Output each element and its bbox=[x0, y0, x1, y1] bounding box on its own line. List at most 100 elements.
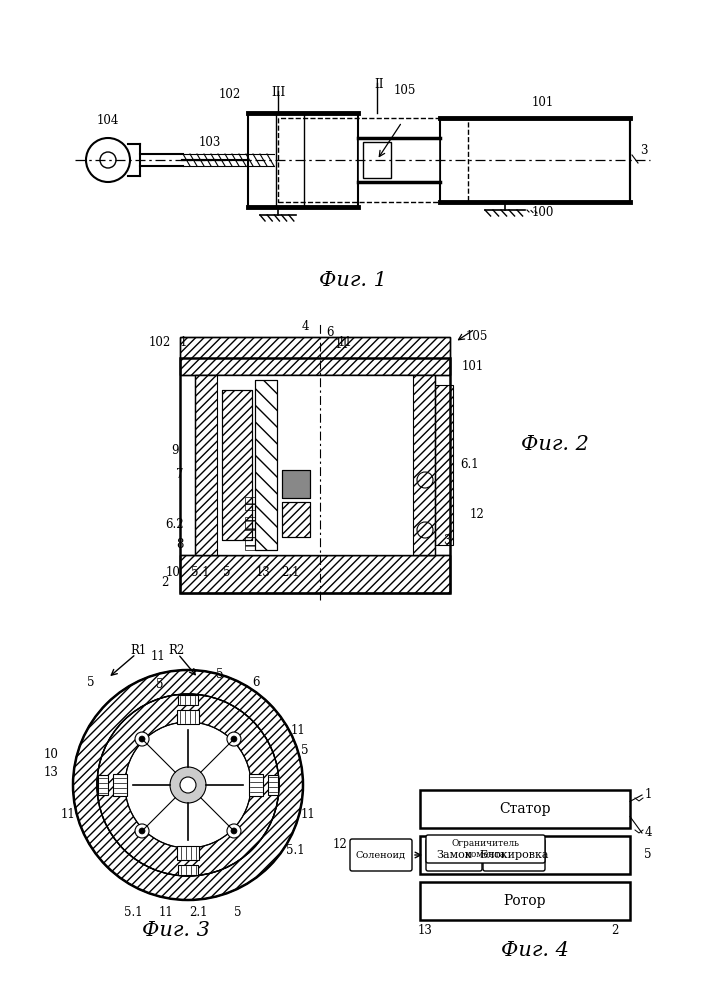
Text: 13: 13 bbox=[418, 924, 433, 936]
Bar bbox=[363, 142, 391, 178]
Text: 9: 9 bbox=[171, 444, 179, 456]
Text: 5: 5 bbox=[216, 668, 223, 682]
Text: 6: 6 bbox=[326, 326, 334, 338]
Text: 5: 5 bbox=[87, 676, 95, 688]
Text: 2: 2 bbox=[612, 924, 619, 936]
Text: Фиг. 2: Фиг. 2 bbox=[521, 436, 589, 454]
Text: 2: 2 bbox=[161, 576, 169, 589]
Circle shape bbox=[170, 767, 206, 803]
Bar bbox=[195, 375, 435, 555]
Circle shape bbox=[227, 732, 241, 746]
Polygon shape bbox=[178, 695, 198, 705]
Bar bbox=[278, 118, 468, 202]
Circle shape bbox=[231, 736, 237, 742]
Text: Замок: Замок bbox=[436, 850, 472, 860]
Bar bbox=[282, 502, 310, 537]
Bar bbox=[245, 537, 255, 550]
Text: 100: 100 bbox=[532, 207, 554, 220]
Bar bbox=[440, 118, 630, 202]
Polygon shape bbox=[249, 774, 263, 796]
Bar bbox=[180, 337, 450, 375]
Bar bbox=[245, 497, 255, 510]
Bar bbox=[180, 358, 450, 593]
FancyBboxPatch shape bbox=[426, 839, 482, 871]
Text: 101: 101 bbox=[532, 97, 554, 109]
Text: 11: 11 bbox=[151, 650, 165, 664]
Text: R2: R2 bbox=[168, 644, 184, 656]
Text: Соленоид: Соленоид bbox=[356, 850, 406, 859]
Text: 12: 12 bbox=[332, 838, 347, 850]
Circle shape bbox=[135, 824, 149, 838]
Text: 11: 11 bbox=[338, 336, 352, 349]
Text: 11: 11 bbox=[300, 808, 315, 822]
Bar bbox=[420, 836, 630, 874]
Text: Ограничитель
момента: Ограничитель момента bbox=[452, 839, 520, 859]
Text: 102: 102 bbox=[219, 89, 241, 102]
Polygon shape bbox=[178, 865, 198, 875]
Text: 101: 101 bbox=[462, 360, 484, 373]
Text: 105: 105 bbox=[466, 330, 489, 344]
Text: 7: 7 bbox=[176, 468, 184, 482]
Text: 5: 5 bbox=[156, 678, 164, 692]
Text: Статор: Статор bbox=[499, 802, 551, 816]
Text: Ротор: Ротор bbox=[504, 894, 547, 908]
Bar bbox=[435, 385, 453, 545]
Text: 10: 10 bbox=[44, 748, 59, 762]
Text: 5: 5 bbox=[223, 566, 230, 580]
Bar bbox=[413, 375, 435, 555]
Text: 10: 10 bbox=[165, 566, 180, 580]
Bar bbox=[282, 470, 310, 498]
Bar bbox=[420, 882, 630, 920]
Text: II: II bbox=[374, 79, 384, 92]
Circle shape bbox=[231, 828, 237, 834]
Circle shape bbox=[180, 777, 196, 793]
Text: 102: 102 bbox=[149, 336, 171, 349]
Polygon shape bbox=[98, 775, 108, 795]
Polygon shape bbox=[177, 846, 199, 860]
FancyBboxPatch shape bbox=[426, 835, 545, 863]
Polygon shape bbox=[113, 774, 127, 796]
Text: 2.1: 2.1 bbox=[281, 566, 299, 580]
Text: 3: 3 bbox=[443, 534, 451, 546]
Text: 104: 104 bbox=[97, 113, 119, 126]
Circle shape bbox=[227, 824, 241, 838]
Text: 5.1: 5.1 bbox=[124, 906, 142, 918]
Text: Блокировка: Блокировка bbox=[479, 850, 549, 860]
Bar bbox=[255, 380, 277, 550]
Text: Фиг. 3: Фиг. 3 bbox=[142, 920, 210, 940]
Bar bbox=[180, 337, 450, 375]
Text: R1: R1 bbox=[130, 644, 146, 656]
Text: 1: 1 bbox=[180, 336, 187, 349]
Text: 6.2: 6.2 bbox=[165, 518, 185, 532]
Text: 11: 11 bbox=[158, 906, 173, 918]
Bar bbox=[282, 470, 310, 498]
Text: 11: 11 bbox=[291, 724, 305, 736]
Text: 5.1: 5.1 bbox=[191, 566, 209, 580]
Bar bbox=[420, 790, 630, 828]
Bar bbox=[282, 502, 310, 537]
Bar bbox=[248, 113, 358, 207]
Bar bbox=[180, 555, 450, 593]
Text: 11: 11 bbox=[61, 808, 76, 822]
Text: 1: 1 bbox=[644, 788, 652, 802]
Text: 5: 5 bbox=[234, 906, 242, 918]
Text: Фиг. 4: Фиг. 4 bbox=[501, 940, 569, 960]
Text: 105: 105 bbox=[394, 85, 416, 98]
Text: 3: 3 bbox=[641, 143, 648, 156]
Text: 4: 4 bbox=[644, 826, 652, 840]
Bar bbox=[222, 390, 252, 540]
Text: 13: 13 bbox=[255, 566, 271, 580]
Text: Фиг. 1: Фиг. 1 bbox=[319, 270, 387, 290]
Text: 13: 13 bbox=[44, 766, 59, 780]
Text: 11: 11 bbox=[334, 338, 349, 352]
FancyBboxPatch shape bbox=[483, 839, 545, 871]
Circle shape bbox=[135, 732, 149, 746]
Bar bbox=[245, 517, 255, 530]
Text: 6.1: 6.1 bbox=[461, 458, 479, 472]
Polygon shape bbox=[177, 710, 199, 724]
Text: 12: 12 bbox=[469, 508, 484, 522]
Text: 6: 6 bbox=[252, 676, 259, 688]
Bar bbox=[255, 380, 277, 550]
Circle shape bbox=[139, 828, 145, 834]
Text: 103: 103 bbox=[199, 135, 221, 148]
